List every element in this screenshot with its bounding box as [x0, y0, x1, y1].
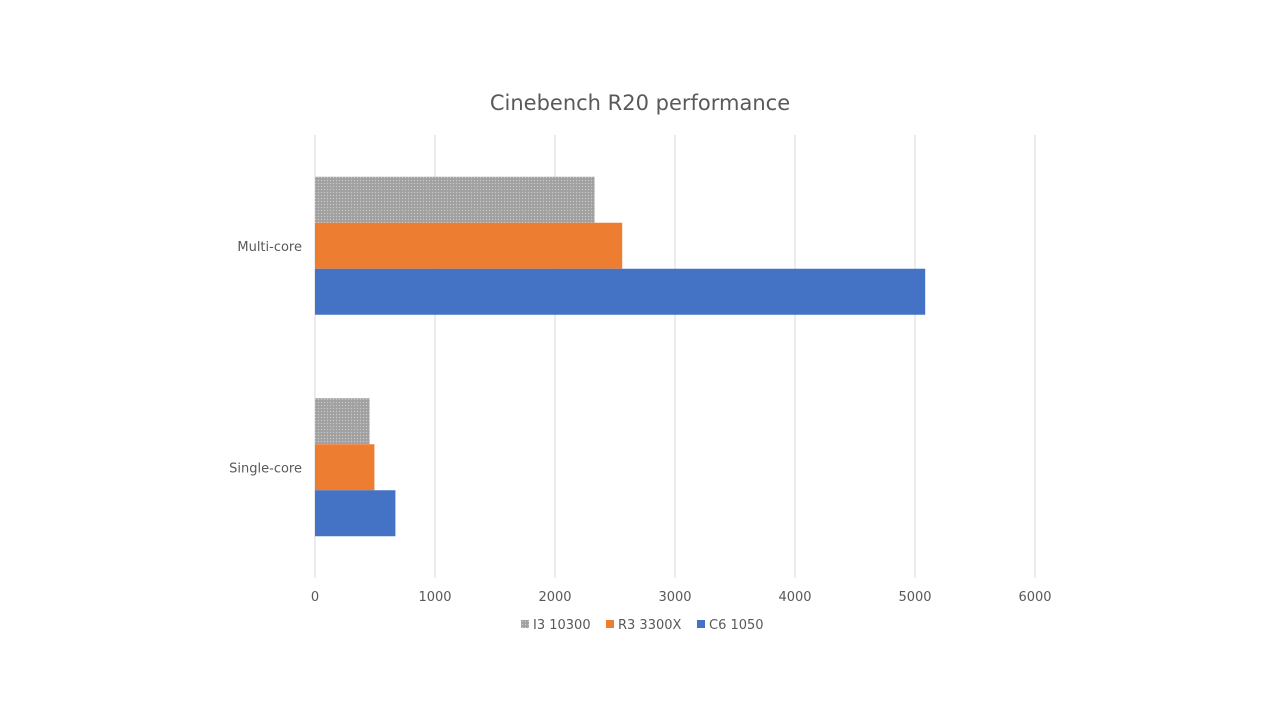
x-tick-label: 5000: [898, 590, 931, 605]
category-label: Multi-core: [237, 240, 302, 255]
x-tick-label: 1000: [418, 590, 451, 605]
category-axis: Multi-core Single-core: [229, 240, 302, 477]
legend-item: C6 1050: [697, 618, 764, 633]
bar-single-core-c6-1050: [315, 490, 396, 537]
chart-title: Cinebench R20 performance: [490, 91, 790, 115]
legend-item: I3 10300: [521, 618, 591, 633]
legend-label: R3 3300X: [618, 618, 682, 633]
legend-swatch: [697, 620, 705, 628]
legend-swatch: [606, 620, 614, 628]
bar-multi-core-c6-1050: [315, 268, 926, 315]
x-tick-label: 2000: [538, 590, 571, 605]
legend-label: I3 10300: [533, 618, 591, 633]
bar-multi-core-i3-10300: [315, 176, 595, 223]
x-axis: 0 1000 2000 3000 4000 5000 6000: [311, 590, 1052, 605]
legend-label: C6 1050: [709, 618, 764, 633]
bar-single-core-r3-3300x: [315, 444, 375, 491]
legend-item: R3 3300X: [606, 618, 682, 633]
x-tick-label: 6000: [1018, 590, 1051, 605]
x-tick-label: 0: [311, 590, 319, 605]
bar-multi-core-r3-3300x: [315, 222, 623, 269]
x-tick-label: 3000: [658, 590, 691, 605]
category-label: Single-core: [229, 461, 302, 476]
bars: [315, 176, 926, 537]
legend: I3 10300 R3 3300X C6 1050: [521, 618, 764, 633]
legend-swatch: [521, 620, 529, 628]
bar-single-core-i3-10300: [315, 398, 370, 445]
x-tick-label: 4000: [778, 590, 811, 605]
